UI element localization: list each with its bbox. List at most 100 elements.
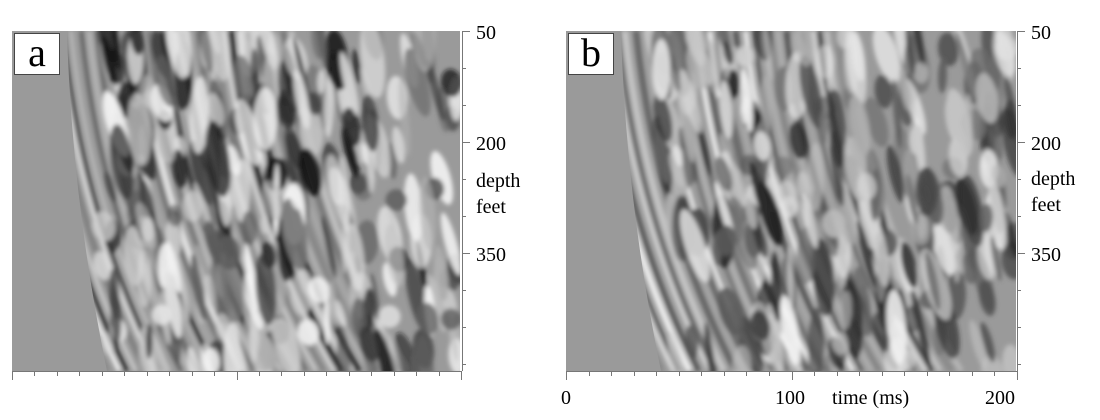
reflection-blob	[281, 198, 308, 271]
reflection-blob	[737, 315, 763, 371]
reflection-blob	[668, 151, 685, 188]
reflection-blob	[925, 250, 941, 311]
reflection-blob	[141, 217, 155, 242]
reflection-blob	[440, 68, 460, 98]
time-tick-minor	[679, 371, 680, 376]
reflection-blob	[980, 322, 996, 363]
depth-axis-title-line1: depth	[476, 170, 521, 192]
depth-tick-minor	[1017, 105, 1021, 106]
reflection-blob	[872, 312, 890, 352]
reflection-blob	[417, 302, 439, 335]
reflection-blob	[678, 88, 695, 163]
reflection-blob	[385, 189, 407, 212]
depth-tick-minor	[462, 179, 466, 180]
reflection-blob	[1002, 344, 1016, 371]
time-tick-minor	[349, 371, 350, 376]
depth-axis-title-line2: feet	[476, 196, 506, 218]
reflection-blob	[753, 131, 771, 161]
reflection-blob	[317, 69, 326, 94]
reflection-blob	[685, 324, 699, 358]
reflection-blob	[848, 95, 871, 155]
reflection-blob	[653, 93, 673, 142]
reflection-blob	[963, 94, 973, 145]
time-tick-major	[1017, 371, 1018, 380]
seismic-image-b: b	[566, 31, 1016, 371]
reflection-blob	[127, 93, 152, 167]
reflection-blob	[352, 49, 362, 85]
reflection-blob	[864, 292, 872, 338]
depth-tick-minor	[1017, 327, 1021, 328]
depth-tick-label-200: 200	[1031, 133, 1061, 155]
depth-tick-minor	[1017, 216, 1021, 217]
reflection-blob	[176, 255, 190, 321]
reflection-blob	[172, 149, 187, 189]
depth-tick-label-50: 50	[476, 22, 496, 44]
reflection-blob	[250, 48, 260, 89]
reflection-blob	[905, 31, 916, 76]
reflection-blob	[799, 55, 824, 130]
reflection-blob	[723, 40, 734, 65]
reflection-blob	[937, 58, 947, 94]
reflection-blob	[770, 251, 782, 322]
depth-axis-title-line1: depth	[1031, 168, 1076, 190]
time-tick-minor	[439, 371, 440, 376]
reflection-blob	[729, 303, 744, 331]
reflection-blob	[652, 38, 671, 101]
reflection-blob	[750, 310, 771, 341]
reflection-blob	[772, 156, 794, 177]
reflection-blob	[440, 308, 460, 331]
reflection-blob	[360, 31, 386, 99]
seismic-image-b-graphic	[566, 31, 1016, 371]
reflection-blob	[352, 173, 373, 201]
flat-region	[566, 31, 661, 371]
time-tick-major	[792, 371, 793, 380]
reflection-blob	[937, 32, 959, 67]
reflection-blob	[839, 290, 852, 330]
reflection-blob	[430, 151, 454, 205]
depth-tick-minor	[462, 327, 466, 328]
reflection-blob	[378, 305, 401, 328]
reflection-blob	[679, 209, 710, 283]
panel-label-a: a	[14, 33, 60, 75]
reflection-blob	[874, 74, 893, 109]
time-tick-minor	[994, 371, 995, 376]
reflection-blob	[151, 304, 172, 326]
reflection-blob	[308, 276, 330, 304]
time-tick-minor	[281, 371, 282, 376]
reflection-blob	[787, 246, 794, 308]
reflection-blob	[716, 225, 736, 257]
reflection-blob	[297, 319, 320, 346]
time-tick-minor	[416, 371, 417, 376]
reflection-blob	[342, 107, 361, 147]
reflection-blob	[872, 31, 901, 83]
reflection-blob	[369, 273, 380, 323]
reflection-blob	[384, 223, 405, 287]
time-tick-minor	[304, 371, 305, 376]
reflection-blob	[230, 330, 247, 371]
reflection-blob	[672, 145, 683, 167]
reflection-blob	[293, 69, 311, 129]
time-tick-minor	[589, 371, 590, 376]
time-tick-minor	[904, 371, 905, 376]
reflection-blob	[345, 223, 365, 292]
reflection-blob	[811, 238, 836, 317]
reflection-blob	[270, 320, 290, 345]
time-tick-minor	[34, 371, 35, 376]
panel-label-b: b	[568, 33, 614, 75]
reflection-blob	[905, 305, 920, 333]
reflection-blob	[191, 253, 206, 321]
time-axis-b: 0 100 time (ms) 200	[561, 371, 1018, 411]
depth-tick-major	[1017, 253, 1025, 254]
reflection-blob	[853, 266, 869, 293]
reflection-blob	[226, 145, 241, 176]
time-tick-minor	[769, 371, 770, 376]
time-tick-minor	[949, 371, 950, 376]
reflection-blob	[433, 245, 449, 301]
depth-tick-minor	[462, 290, 466, 291]
reflection-blob	[908, 124, 924, 155]
reflection-blob	[104, 171, 117, 203]
reflection-blob	[324, 72, 335, 138]
reflection-blob	[392, 126, 405, 164]
depth-axis-a-line	[462, 31, 463, 371]
depth-axis-b-line	[1017, 31, 1018, 371]
